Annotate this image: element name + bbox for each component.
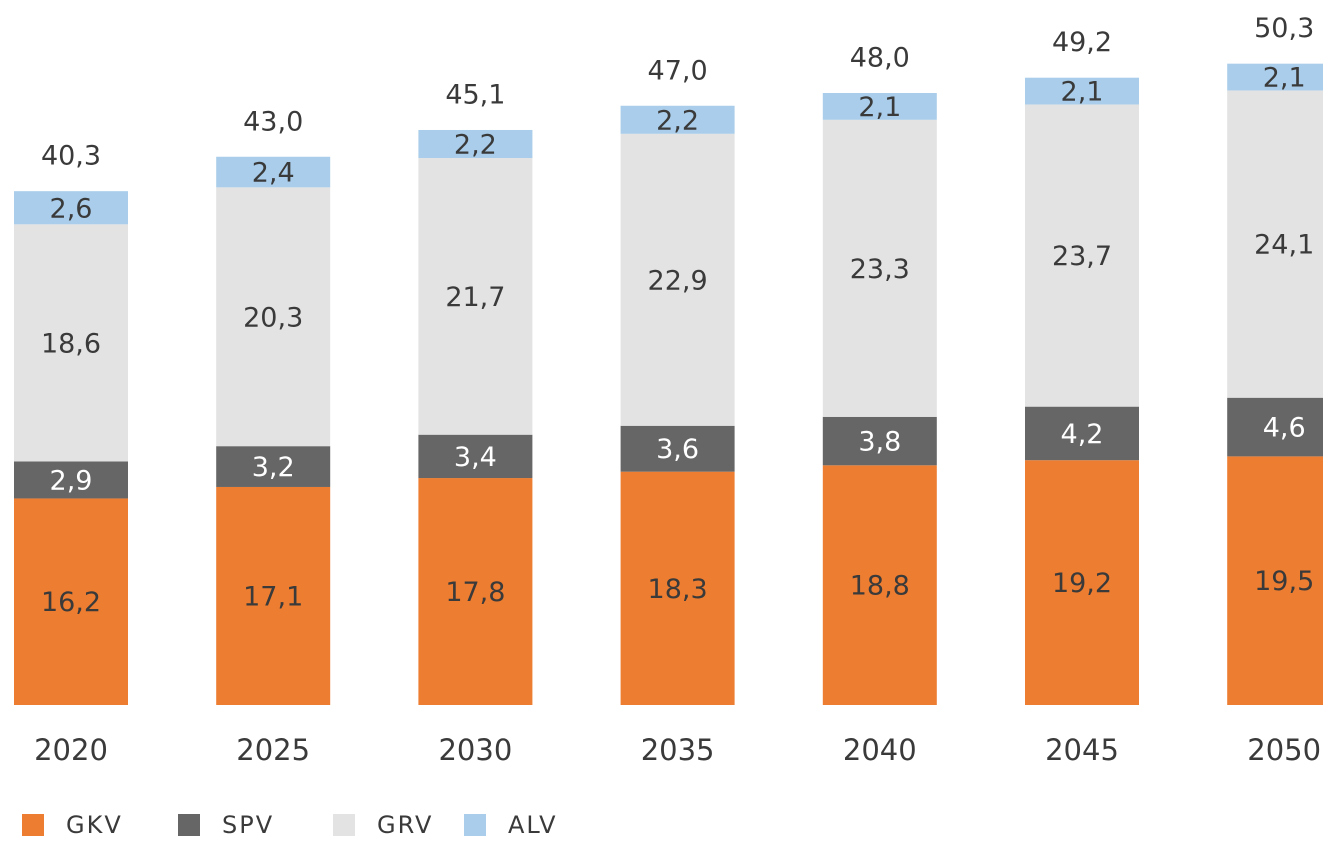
x-tick-label: 2045 <box>1045 733 1119 767</box>
bar-segment <box>620 105 735 134</box>
legend-label: GKV <box>66 811 123 839</box>
value-label: 18,6 <box>41 328 101 359</box>
value-label: 20,3 <box>243 302 303 333</box>
total-label: 40,3 <box>41 141 101 172</box>
value-label: 23,3 <box>850 254 910 285</box>
total-label: 48,0 <box>850 43 910 74</box>
legend-swatch <box>178 814 200 836</box>
value-label: 2,2 <box>656 105 699 136</box>
bar-segment <box>822 119 937 417</box>
bar-segment <box>1227 63 1323 91</box>
value-label: 22,9 <box>648 265 708 296</box>
value-label: 2,4 <box>252 158 295 189</box>
x-tick-label: 2020 <box>34 733 108 767</box>
value-label: 19,2 <box>1052 568 1112 599</box>
value-label: 23,7 <box>1052 241 1112 272</box>
total-label: 49,2 <box>1052 27 1112 58</box>
bar-segment <box>822 93 937 120</box>
value-label: 2,9 <box>50 465 93 496</box>
bar-segment <box>822 416 937 466</box>
value-label: 3,4 <box>454 442 497 473</box>
value-label: 16,2 <box>41 587 101 618</box>
value-label: 19,5 <box>1254 566 1314 597</box>
x-tick-label: 2025 <box>236 733 310 767</box>
x-tick-label: 2050 <box>1247 733 1321 767</box>
value-label: 4,6 <box>1263 413 1306 444</box>
bar-segment <box>1025 77 1139 105</box>
bar-segment <box>216 446 331 487</box>
bar-segment <box>1227 456 1323 705</box>
bar-segment <box>620 425 735 472</box>
legend-label: GRV <box>377 811 433 839</box>
value-label: 2,1 <box>858 92 901 123</box>
value-label: 2,6 <box>50 193 93 224</box>
bar-segment <box>1025 406 1139 461</box>
legend-swatch <box>333 814 355 836</box>
value-label: 17,1 <box>243 581 303 612</box>
value-label: 2,2 <box>454 130 497 161</box>
legend-label: ALV <box>508 811 558 839</box>
x-tick-label: 2040 <box>843 733 917 767</box>
total-label: 45,1 <box>445 79 505 110</box>
bar-segment <box>822 465 937 705</box>
bar-segment <box>216 187 331 447</box>
value-label: 17,8 <box>445 577 505 608</box>
legend-label: SPV <box>222 811 274 839</box>
total-label: 50,3 <box>1254 13 1314 44</box>
bar-segment <box>14 461 128 499</box>
bar-segment <box>216 486 331 705</box>
bar-segment <box>418 478 533 705</box>
total-label: 43,0 <box>243 106 303 137</box>
bar-segment <box>418 158 533 435</box>
bar-segment <box>1227 90 1323 398</box>
value-label: 2,1 <box>1263 63 1306 94</box>
total-label: 47,0 <box>648 55 708 86</box>
legend-swatch <box>464 814 486 836</box>
bar-segment <box>216 156 331 188</box>
bar-segment <box>620 471 735 705</box>
value-label: 4,2 <box>1061 419 1104 450</box>
value-label: 24,1 <box>1254 230 1314 261</box>
bar-segment <box>1025 460 1139 705</box>
bar-segment <box>418 434 533 479</box>
value-label: 18,3 <box>648 574 708 605</box>
legend-swatch <box>22 814 44 836</box>
bar-segment <box>1025 104 1139 407</box>
value-label: 2,1 <box>1061 77 1104 108</box>
value-label: 3,8 <box>858 427 901 458</box>
bar-segment <box>418 129 533 159</box>
value-label: 21,7 <box>445 282 505 313</box>
bar-segment <box>14 498 128 705</box>
value-label: 18,8 <box>850 571 910 602</box>
value-label: 3,6 <box>656 434 699 465</box>
x-tick-label: 2035 <box>641 733 715 767</box>
x-tick-label: 2030 <box>438 733 512 767</box>
bar-segment <box>620 133 735 426</box>
bar-segment <box>14 224 128 462</box>
bar-segment <box>1227 397 1323 457</box>
bar-segment <box>14 191 128 225</box>
value-label: 3,2 <box>252 452 295 483</box>
